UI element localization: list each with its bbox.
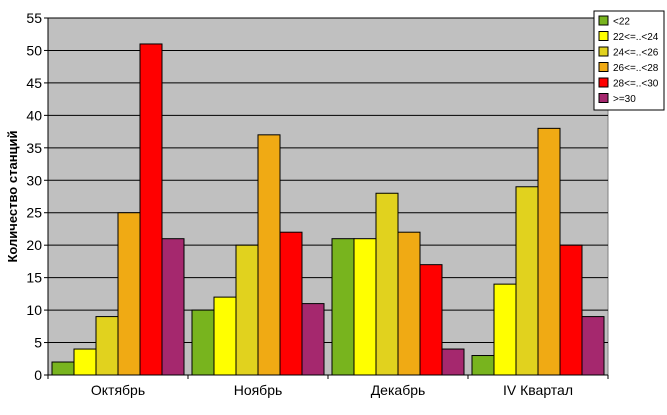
bar [139, 43, 163, 376]
bar [161, 238, 185, 376]
y-tick-label: 20 [26, 237, 42, 253]
bar [95, 316, 119, 376]
legend-swatch [598, 77, 609, 88]
bar [515, 186, 539, 376]
bar [375, 192, 399, 376]
bar [493, 283, 517, 376]
y-tick-label: 40 [26, 107, 42, 123]
x-category-label: Ноябрь [234, 382, 283, 398]
y-axis-label: Количество станций [5, 130, 20, 262]
bar [257, 134, 281, 376]
x-category-labels: Октябрь Ноябрь Декабрь IV Квартал [91, 382, 573, 398]
bar [235, 244, 259, 376]
legend-label: 28<=..<30 [613, 79, 659, 90]
y-tick-label: 55 [26, 10, 42, 26]
bar [419, 264, 443, 376]
y-tick-label: 10 [26, 302, 42, 318]
y-tick-label: 25 [26, 205, 42, 221]
legend-swatch [598, 62, 609, 72]
legend-swatch [598, 93, 609, 103]
bar [353, 238, 377, 376]
legend-label: <22 [613, 17, 630, 28]
bar [471, 355, 495, 376]
y-tick-label: 35 [26, 140, 42, 156]
legend-label: >=30 [613, 94, 636, 105]
legend-swatch [598, 15, 609, 26]
bar [537, 127, 561, 376]
legend-label: 26<=..<28 [613, 63, 659, 74]
bar [581, 316, 605, 376]
legend-swatch [598, 31, 609, 41]
bar [397, 231, 421, 376]
legend-swatch [598, 46, 609, 57]
x-category-label: Декабрь [371, 382, 426, 398]
bar [559, 244, 583, 376]
legend-label: 24<=..<26 [613, 48, 659, 59]
y-tick-labels: 0 5 10 15 20 25 30 35 40 45 50 55 [26, 10, 42, 383]
bar [191, 309, 215, 376]
bar [441, 348, 465, 376]
axes [47, 18, 609, 379]
bar [301, 303, 325, 376]
bar [51, 361, 75, 376]
y-tick-label: 30 [26, 172, 42, 188]
x-category-label: IV Квартал [503, 382, 573, 398]
legend-label: 22<=..<24 [613, 32, 659, 43]
y-tick-label: 15 [26, 270, 42, 286]
y-tick-label: 50 [26, 42, 42, 58]
y-tick-label: 0 [34, 367, 42, 383]
bar [73, 348, 97, 376]
y-tick-label: 5 [34, 335, 42, 351]
bar [279, 231, 303, 376]
bar [213, 296, 237, 376]
bar [117, 212, 141, 376]
bar [331, 238, 355, 376]
x-category-label: Октябрь [91, 382, 145, 398]
legend: <22 22<=..<24 24<=..<26 26<=..<28 28<=..<30 >… [593, 10, 665, 111]
y-tick-label: 45 [26, 75, 42, 91]
bars [51, 43, 605, 376]
